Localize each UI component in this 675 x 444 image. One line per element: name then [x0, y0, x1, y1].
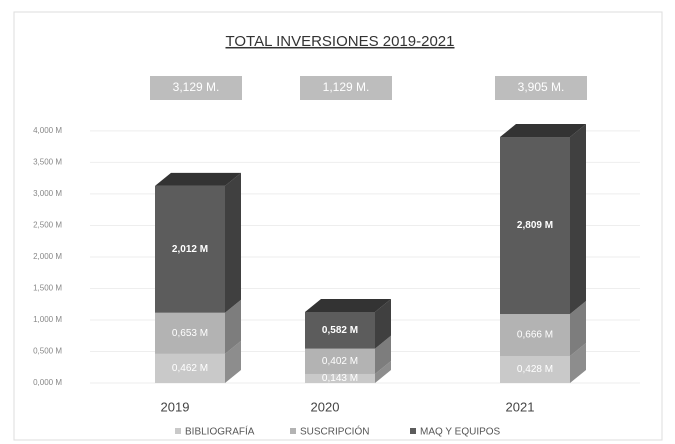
bar-top [155, 172, 241, 186]
y-tick-label: 1,500 M [33, 284, 62, 293]
y-tick-label: 3,000 M [33, 189, 62, 198]
bar-side [570, 124, 586, 315]
bar-segment [155, 312, 225, 354]
bar-segment [500, 137, 570, 315]
bar-side [225, 172, 241, 313]
y-tick-label: 2,500 M [33, 221, 62, 230]
bar-side [375, 360, 391, 383]
bar-top [500, 124, 586, 138]
total-box [495, 76, 587, 100]
y-tick-label: 2,000 M [33, 252, 62, 261]
data-label: 0,582 M [322, 325, 358, 336]
bar-segment [305, 311, 375, 349]
total-box [300, 76, 392, 100]
legend-swatch [290, 428, 296, 434]
chart-title: TOTAL INVERSIONES 2019-2021 [226, 33, 455, 50]
bar-segment [500, 314, 570, 357]
data-label: 0,402 M [322, 356, 358, 367]
data-label: 2,012 M [172, 244, 208, 255]
data-label: 0,143 M [322, 373, 358, 384]
total-label: 1,129 M. [323, 80, 370, 94]
y-tick-label: 3,500 M [33, 158, 62, 167]
y-tick-label: 1,000 M [33, 315, 62, 324]
y-tick-label: 0,500 M [33, 347, 62, 356]
bar-side [375, 335, 391, 374]
legend-label: SUSCRIPCIÓN [300, 425, 369, 438]
y-tick-label: 4,000 M [33, 126, 62, 135]
bar-side [225, 340, 241, 383]
data-label: 0,666 M [517, 330, 553, 341]
bar-segment [305, 348, 375, 374]
x-tick-label: 2019 [161, 399, 190, 414]
bar-segment [500, 356, 570, 383]
legend-label: MAQ Y EQUIPOS [420, 427, 501, 438]
x-tick-label: 2021 [506, 399, 535, 414]
legend-swatch [175, 428, 181, 434]
total-label: 3,905 M. [518, 80, 565, 94]
legend-label: BIBLIOGRAFÍA [185, 425, 255, 438]
data-label: 0,462 M [172, 363, 208, 374]
data-label: 0,653 M [172, 328, 208, 339]
total-box [150, 76, 242, 100]
bar-side [375, 298, 391, 349]
bar-segment [305, 373, 375, 383]
data-label: 0,428 M [517, 364, 553, 375]
bar-side [570, 343, 586, 383]
bar-segment [155, 353, 225, 383]
bar-segment [155, 185, 225, 313]
y-tick-label: 0,000 M [33, 378, 62, 387]
bar-side [225, 299, 241, 354]
bar-top [305, 298, 391, 312]
data-label: 2,809 M [517, 220, 553, 231]
total-label: 3,129 M. [173, 80, 220, 94]
bar-side [570, 301, 586, 357]
legend-swatch [410, 428, 416, 434]
x-tick-label: 2020 [311, 399, 340, 414]
